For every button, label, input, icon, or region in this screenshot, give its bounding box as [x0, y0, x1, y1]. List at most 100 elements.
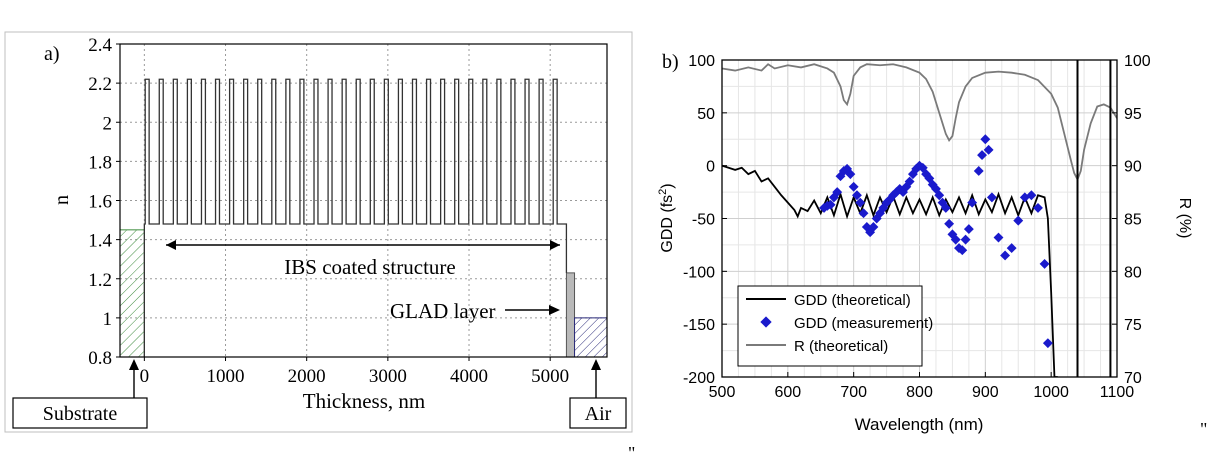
x-tick-label-b: 1100 [1100, 384, 1135, 401]
y-tick-label-a: 2 [103, 113, 113, 134]
y-axis-label-a: n [51, 195, 73, 205]
gdd-measurement-point [934, 190, 945, 201]
gdd-measurement-point [963, 224, 974, 235]
x-tick-label-a: 3000 [369, 366, 407, 387]
panel-label-a: a) [44, 43, 60, 65]
x-tick-label-a: 4000 [450, 366, 488, 387]
x-tick-label-a: 1000 [207, 366, 245, 387]
y-axis-label-b-main: GDD (fs [659, 195, 676, 253]
y-tick-label-a: 1.8 [88, 152, 112, 173]
substrate-box [12, 397, 148, 429]
gdd-measurement-point [973, 166, 984, 176]
gdd-measurement-point [868, 222, 879, 232]
gdd-measurement-point [1039, 258, 1050, 269]
substrate-arrow-head [129, 359, 139, 370]
gdd-measurement-point [950, 234, 961, 245]
gdd-measurement-point [940, 202, 951, 213]
y2-tick-label-b: 80 [1124, 264, 1142, 281]
glad-label: GLAD layer [390, 299, 496, 323]
gdd-measurement-point [1033, 202, 1043, 213]
gdd-measurement-point [960, 234, 971, 245]
y-tick-label-a: 2.2 [88, 74, 112, 95]
gdd-measurement-point [858, 208, 869, 219]
x-tick-label-a: 2000 [288, 366, 326, 387]
y-axis-label-b-close: ) [659, 183, 676, 188]
y-tick-label-a: 1.4 [88, 231, 112, 252]
x-tick-label-b: 700 [840, 384, 867, 401]
gdd-measurement-point [977, 150, 987, 161]
legend-label-gdd-meas: GDD (measurement) [794, 315, 933, 332]
gdd-measurement-point [980, 134, 991, 145]
y-tick-label-b: 100 [688, 53, 715, 70]
x-tick-label-a: 5000 [531, 366, 569, 387]
y-tick-label-b: -100 [683, 264, 715, 281]
gdd-measurement-point [825, 199, 836, 210]
y-tick-label-b: -150 [683, 317, 715, 334]
gdd-measurement-point [986, 192, 997, 203]
x-tick-label-a: 0 [140, 366, 150, 387]
x-tick-label-b: 600 [774, 384, 801, 401]
legend-swatch-gdd-meas [760, 316, 772, 328]
y-tick-label-b: 0 [706, 159, 715, 176]
plot-b-border [721, 59, 1118, 378]
y-tick-label-a: 1 [103, 309, 113, 330]
y2-tick-label-b: 75 [1124, 317, 1142, 334]
index-profile-line [143, 78, 568, 357]
gdd-measurement-point [855, 197, 866, 208]
y-tick-label-b: -50 [692, 212, 715, 229]
y2-tick-label-b: 95 [1124, 106, 1142, 123]
ibs-label: IBS coated structure [284, 255, 455, 279]
stray-quote-middle: " [628, 443, 636, 463]
gdd-measurement-point [832, 187, 843, 198]
glad-arrow-head [549, 305, 560, 315]
y-tick-label-b: -200 [683, 370, 715, 387]
gdd-measurement-point [1026, 190, 1037, 201]
gdd-measurement-point [993, 232, 1004, 243]
air-label: Air [585, 403, 612, 425]
chart-a-frame [4, 31, 633, 433]
air-arrow-head [591, 359, 601, 370]
gdd-measurement-point [848, 181, 859, 192]
legend-label-gdd-theory: GDD (theoretical) [794, 292, 911, 309]
y2-axis-label-b: R (%) [1176, 198, 1193, 239]
y-axis-label-b: GDD (fs2) [657, 183, 676, 252]
y2-tick-label-b: 100 [1124, 53, 1151, 70]
gdd-measurement-point [944, 218, 955, 229]
stray-quote-right: " [1200, 419, 1208, 439]
substrate-label: Substrate [43, 403, 118, 425]
y-tick-label-b: 50 [697, 106, 715, 123]
gdd-measurement-point [1006, 243, 1017, 254]
y-tick-label-a: 1.2 [88, 270, 112, 291]
gdd-measurement-point [904, 176, 915, 187]
y2-tick-label-b: 90 [1124, 159, 1142, 176]
x-tick-label-b: 500 [709, 384, 736, 401]
gdd-measurement-point [983, 144, 994, 155]
x-tick-label-b: 800 [906, 384, 933, 401]
legend-box [737, 285, 923, 367]
gdd-measurement-point [1013, 215, 1024, 226]
panel-label-b: b) [662, 51, 679, 73]
y-axis-label-b-sup: 2 [657, 189, 669, 195]
gdd-measurement-point [852, 190, 862, 201]
gdd-measurement-point [967, 197, 978, 208]
gdd-measurement-point [957, 245, 968, 256]
r-theoretical-line [722, 63, 1117, 182]
legend-label-r-theory: R (theoretical) [794, 338, 888, 355]
y-tick-label-a: 2.4 [88, 35, 112, 56]
ibs-arrow-right-head [550, 240, 560, 250]
x-axis-label-a: Thickness, nm [303, 389, 425, 413]
plot-a-border [119, 43, 608, 358]
x-tick-label-b: 900 [972, 384, 999, 401]
y-tick-label-a: 0.8 [88, 348, 112, 369]
stray-quote-top: " [0, 0, 8, 10]
y2-tick-label-b: 85 [1124, 212, 1142, 229]
y-tick-label-a: 1.6 [88, 192, 112, 213]
air-box [569, 397, 627, 429]
gdd-measurement-point [1042, 338, 1053, 349]
x-tick-label-b: 1000 [1033, 384, 1069, 401]
x-axis-label-b: Wavelength (nm) [855, 415, 984, 434]
gdd-measurement-point [845, 169, 856, 180]
y2-tick-label-b: 70 [1124, 370, 1142, 387]
